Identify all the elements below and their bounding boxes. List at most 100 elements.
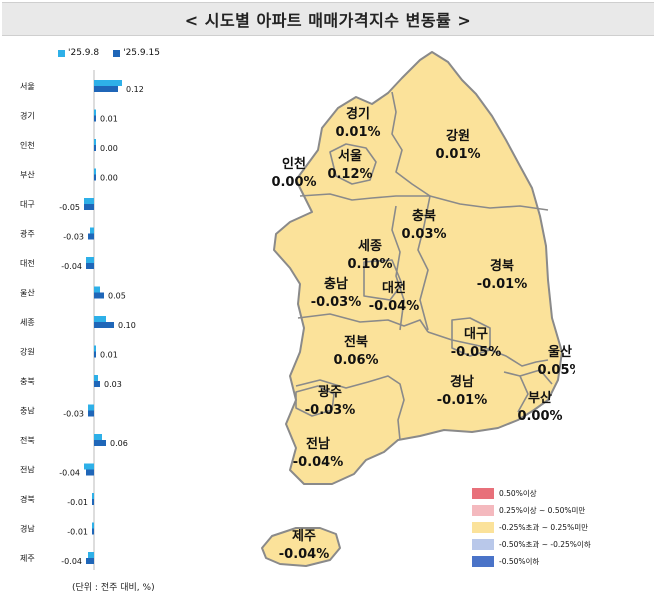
bar-prev	[94, 345, 96, 352]
korea-map: 경기 0.01% 강원 0.01% 인천 0.00% 서울 0.12% 충북 0.03% 세종 0.1…	[261, 51, 575, 567]
value-label: 0.05	[108, 292, 126, 301]
legend-item-curr: '25.9.15	[113, 48, 160, 58]
map-region-value: -0.01%	[437, 393, 488, 408]
map-legend-row: 0.25%이상 ~ 0.50%미만	[472, 502, 591, 519]
bar-curr	[86, 469, 94, 476]
map-region-value: 0.12%	[327, 167, 372, 182]
map-labels: 경기 0.01% 강원 0.01% 인천 0.00% 서울 0.12% 충북 0.03% 세종 0.1…	[271, 106, 575, 562]
value-label: -0.04	[59, 469, 80, 478]
bar-chart: 서울 0.12 경기 0.01 인천 0.00 부산 0.00 대구 -0.05 광주 -0.03 대전…	[20, 70, 144, 570]
map-legend-swatch	[472, 539, 494, 550]
legend-label-curr: '25.9.15	[123, 48, 160, 58]
map-legend-swatch	[472, 488, 494, 499]
category-label: 충북	[20, 377, 35, 386]
map-region-value: 0.05%	[537, 363, 575, 378]
bar-curr	[86, 558, 94, 564]
map-region-value: 0.00%	[517, 409, 562, 424]
bar-prev	[94, 375, 98, 381]
map-legend-label: -0.25%초과 ~ 0.25%미만	[499, 523, 589, 532]
map-region-value: 0.01%	[335, 125, 380, 140]
bar-curr	[94, 174, 96, 181]
value-label: 0.06	[110, 439, 128, 448]
legend-item-prev: '25.9.8	[58, 48, 99, 58]
map-region-name: 대구	[464, 327, 488, 342]
map-region-value: -0.05%	[451, 345, 502, 360]
value-label: -0.05	[59, 203, 80, 212]
value-label: 0.00	[100, 144, 118, 153]
bar-curr	[94, 440, 106, 446]
bar-curr	[94, 86, 118, 92]
bar-curr	[88, 233, 94, 240]
map-region-name: 전남	[306, 436, 330, 452]
bar-curr	[94, 145, 96, 151]
category-label: 세종	[20, 318, 35, 327]
bar-prev	[94, 139, 96, 145]
map-legend-label: 0.25%이상 ~ 0.50%미만	[499, 506, 586, 515]
category-label: 광주	[20, 229, 35, 239]
bar-prev	[94, 286, 100, 293]
value-label: 0.12	[126, 85, 144, 94]
map-legend-label: -0.50%이하	[499, 557, 540, 566]
map-jeju	[261, 527, 341, 567]
map-region-name: 대전	[382, 280, 406, 296]
bar-prev	[86, 257, 94, 263]
map-region-name: 세종	[358, 239, 382, 254]
map-region-value: -0.04%	[279, 547, 330, 562]
category-label: 경남	[20, 524, 35, 534]
bar-prev	[94, 316, 106, 322]
map-region-name: 서울	[338, 148, 362, 164]
value-label: 0.10	[118, 321, 136, 330]
value-label: -0.04	[61, 557, 82, 566]
bar-curr	[92, 528, 94, 535]
bar-prev	[94, 109, 96, 116]
bar-prev	[92, 522, 94, 529]
bar-prev	[94, 434, 102, 440]
bar-curr	[94, 381, 100, 387]
bar-curr	[94, 322, 114, 328]
unit-note: (단위 : 전주 대비, %)	[72, 583, 155, 593]
map-region-value: -0.04%	[369, 299, 420, 314]
map-regions	[261, 51, 563, 567]
map-legend-row: -0.25%초과 ~ 0.25%미만	[472, 519, 591, 536]
bar-prev	[84, 198, 94, 204]
map-legend-label: 0.50%이상	[499, 489, 537, 498]
bar-curr	[92, 499, 94, 505]
map-legend-swatch	[472, 522, 494, 533]
page-title: < 시도별 아파트 매매가격지수 변동률 >	[2, 2, 654, 36]
map-region-name: 강원	[446, 128, 470, 144]
bar-prev	[88, 552, 94, 558]
category-label: 울산	[20, 288, 35, 298]
map-region-value: 0.03%	[401, 227, 446, 242]
value-label: 0.01	[100, 351, 118, 360]
value-label: -0.04	[61, 262, 82, 271]
category-label: 경기	[20, 111, 35, 121]
chart-legend: '25.9.8 '25.9.15	[58, 48, 160, 58]
legend-swatch-prev	[58, 49, 65, 57]
category-label: 전북	[20, 435, 35, 445]
map-legend-label: -0.50%초과 ~ -0.25%이하	[499, 540, 591, 549]
value-label: 0.03	[104, 380, 122, 389]
category-label: 경북	[20, 494, 35, 504]
legend-swatch-curr	[113, 49, 121, 57]
map-legend-swatch	[472, 556, 494, 567]
map-region-name: 경북	[490, 258, 514, 274]
map-region-name: 부산	[528, 390, 552, 406]
map-region-name: 경남	[450, 374, 474, 390]
bar-prev	[84, 463, 94, 470]
category-label: 대구	[20, 200, 35, 209]
category-label: 전남	[20, 465, 35, 475]
map-region-name: 경기	[346, 106, 370, 122]
map-region-value: 0.00%	[271, 175, 316, 190]
category-label: 부산	[20, 170, 35, 180]
value-label: -0.01	[67, 528, 88, 537]
bar-prev	[94, 80, 122, 86]
bar-curr	[94, 351, 96, 358]
map-legend-swatch	[472, 505, 494, 516]
bar-curr	[86, 263, 94, 269]
value-label: -0.03	[63, 233, 84, 242]
map-region-value: 0.01%	[435, 147, 480, 162]
value-label: 0.00	[100, 174, 118, 183]
bar-prev	[88, 404, 94, 411]
map-legend-row: -0.50%초과 ~ -0.25%이하	[472, 536, 591, 553]
map-borders	[295, 91, 553, 441]
